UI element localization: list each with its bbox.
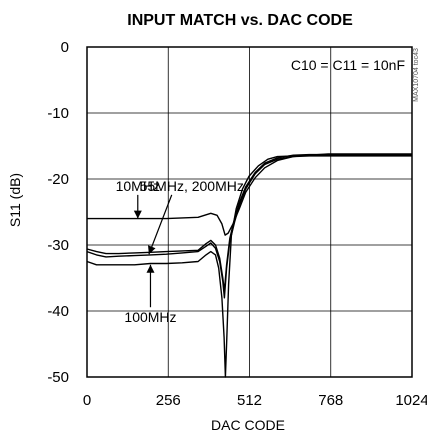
chart-title: INPUT MATCH vs. DAC CODE: [127, 12, 353, 29]
condition-label: C10 = C11 = 10nF: [291, 57, 405, 73]
y-tick-label: -40: [47, 303, 69, 320]
y-tick-label: -50: [47, 369, 69, 386]
x-axis-label: DAC CODE: [211, 417, 285, 433]
annotation-arrowhead: [148, 245, 156, 255]
series-lines: [86, 153, 412, 378]
y-tick-label: 0: [61, 39, 69, 56]
y-tick-label: -30: [47, 237, 69, 254]
watermark: MAX10704 toc43: [413, 48, 420, 102]
x-tick-label: 256: [156, 392, 181, 409]
plot-frame: [86, 46, 413, 378]
annotation-label: 55MHz, 200MHz: [140, 178, 244, 194]
annotation-leader: [148, 194, 173, 255]
annotation-label: 10MHz: [116, 178, 160, 194]
annotation-label: 100MHz: [124, 309, 176, 325]
series-line-100mhz: [86, 154, 412, 378]
x-tick-label: 1024: [395, 392, 427, 409]
y-axis-label: S11 (dB): [7, 173, 23, 227]
x-tick-label: 512: [237, 392, 262, 409]
y-tick-label: -20: [47, 171, 69, 188]
y-tick-labels: 0 -10 -20 -30 -40 -50: [47, 39, 69, 386]
x-tick-label: 768: [318, 392, 343, 409]
x-tick-labels: 0 256 512 768 1024: [83, 392, 427, 409]
annotation-arrowhead: [133, 210, 142, 219]
grid: [87, 47, 412, 377]
x-tick-label: 0: [83, 392, 91, 409]
y-tick-label: -10: [47, 105, 69, 122]
annotation-arrowhead: [146, 264, 155, 273]
